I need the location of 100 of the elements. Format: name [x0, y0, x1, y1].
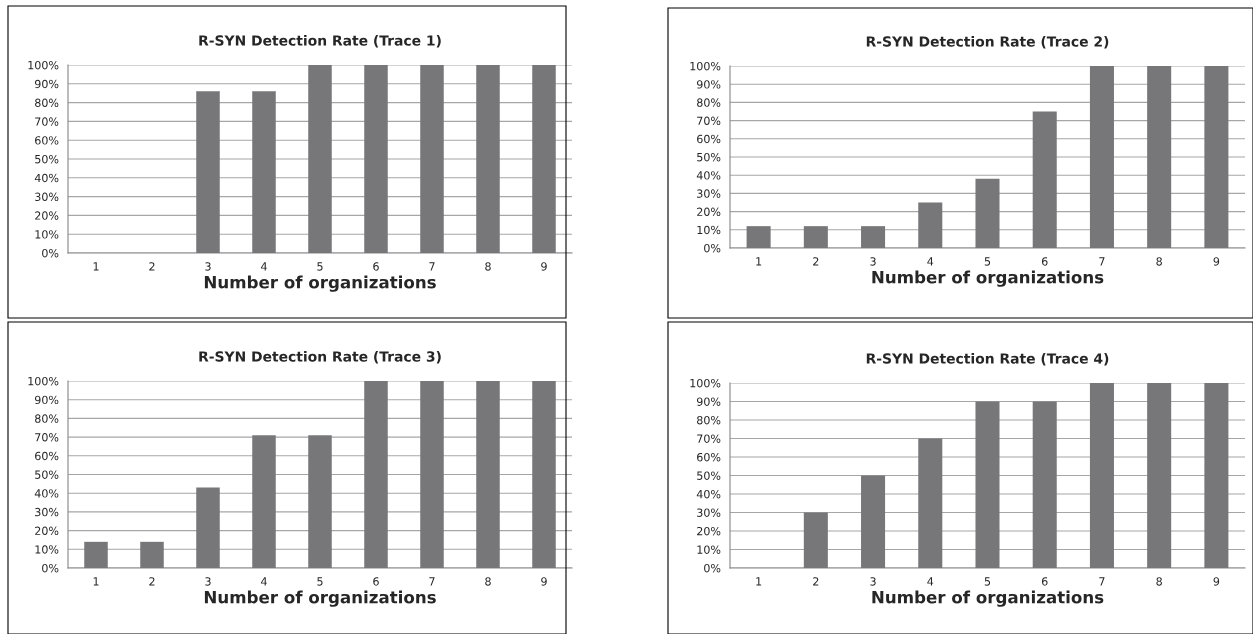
- y-tick-label: 0%: [42, 248, 59, 258]
- bar: [1089, 66, 1114, 248]
- y-tick-label: 100%: [28, 60, 59, 70]
- x-tick-label: 7: [429, 262, 435, 271]
- y-tick-label: 20%: [697, 207, 721, 216]
- y-tick-label: 100%: [28, 376, 59, 386]
- y-tick-label: 10%: [35, 230, 59, 239]
- y-tick-label: 30%: [35, 192, 59, 201]
- y-tick-label: 40%: [34, 489, 59, 498]
- y-tick-label: 50%: [35, 154, 59, 164]
- y-tick-label: 10%: [697, 225, 721, 235]
- x-tick-label: 9: [1213, 577, 1220, 586]
- bar: [1204, 66, 1229, 248]
- bar: [476, 381, 500, 568]
- y-tick-label: 70%: [35, 433, 59, 442]
- y-tick-label: 80%: [697, 98, 721, 107]
- chart-title: R-SYN Detection Rate (Trace 1): [199, 35, 441, 48]
- x-tick-label: 1: [756, 257, 762, 266]
- y-tick-label: 20%: [697, 526, 721, 536]
- x-tick-label: 2: [149, 262, 155, 271]
- bar: [1147, 66, 1172, 248]
- x-tick-label: 5: [317, 577, 323, 586]
- x-tick-label: 3: [205, 262, 211, 271]
- bar: [420, 381, 444, 568]
- bar: [196, 487, 220, 568]
- bar: [861, 226, 886, 248]
- y-tick-label: 60%: [35, 451, 59, 461]
- x-tick-label: 6: [373, 577, 379, 586]
- x-tick-label: 6: [1041, 577, 1048, 586]
- x-tick-label: 9: [541, 577, 547, 586]
- bar: [861, 475, 886, 568]
- x-tick-label: 1: [93, 262, 99, 271]
- y-tick-label: 80%: [35, 414, 59, 423]
- bar: [140, 541, 164, 568]
- x-axis-title: Number of organizations: [872, 590, 1104, 607]
- bar: [1032, 111, 1057, 248]
- bar: [975, 401, 1000, 568]
- x-tick-label: 6: [1041, 257, 1048, 266]
- x-axis-title: Number of organizations: [204, 590, 436, 607]
- y-tick-label: 100%: [690, 61, 721, 71]
- y-tick-label: 70%: [697, 434, 721, 443]
- x-tick-label: 2: [149, 577, 155, 586]
- y-tick-label: 10%: [697, 545, 721, 554]
- y-tick-label: 20%: [35, 211, 59, 220]
- y-tick-label: 60%: [697, 452, 721, 462]
- x-tick-label: 5: [984, 577, 991, 586]
- bar: [1204, 383, 1229, 568]
- bar: [364, 381, 388, 568]
- x-tick-label: 7: [429, 577, 435, 586]
- y-tick-label: 90%: [34, 395, 59, 405]
- bar: [1147, 383, 1172, 568]
- y-tick-label: 60%: [35, 136, 59, 145]
- x-tick-label: 4: [261, 262, 267, 271]
- bar: [532, 381, 556, 568]
- bar: [252, 435, 276, 568]
- y-tick-label: 0%: [704, 243, 721, 253]
- x-tick-label: 3: [870, 577, 876, 586]
- y-tick-label: 90%: [696, 397, 721, 406]
- y-tick-label: 100%: [690, 378, 721, 388]
- y-tick-label: 70%: [697, 116, 721, 125]
- x-tick-label: 9: [1213, 257, 1220, 266]
- x-tick-label: 1: [93, 577, 99, 586]
- x-tick-label: 8: [485, 262, 491, 271]
- bar: [975, 178, 1000, 248]
- bar: [803, 226, 828, 248]
- y-tick-label: 90%: [696, 80, 721, 89]
- y-tick-label: 40%: [34, 173, 59, 183]
- x-tick-label: 3: [205, 577, 211, 586]
- x-tick-label: 8: [485, 577, 491, 586]
- chart-title: R-SYN Detection Rate (Trace 4): [866, 353, 1109, 366]
- y-tick-label: 30%: [697, 508, 721, 517]
- y-tick-label: 60%: [697, 134, 721, 144]
- bar: [803, 512, 828, 568]
- x-tick-label: 4: [261, 577, 267, 586]
- bar: [1089, 383, 1114, 568]
- y-tick-label: 40%: [696, 171, 721, 180]
- x-tick-label: 7: [1099, 257, 1105, 266]
- x-tick-label: 5: [317, 262, 323, 271]
- x-tick-label: 8: [1156, 257, 1162, 266]
- y-tick-label: 20%: [35, 526, 59, 535]
- x-axis-title: Number of organizations: [204, 275, 436, 292]
- bar: [918, 202, 943, 248]
- y-tick-label: 80%: [697, 415, 721, 425]
- y-tick-label: 0%: [704, 563, 721, 573]
- y-tick-label: 50%: [35, 470, 59, 479]
- y-tick-label: 30%: [35, 507, 59, 517]
- y-tick-label: 10%: [35, 545, 59, 554]
- y-tick-label: 70%: [35, 117, 59, 126]
- bar: [746, 226, 771, 248]
- y-tick-label: 0%: [42, 563, 59, 573]
- x-tick-label: 1: [756, 577, 762, 586]
- bar: [918, 438, 943, 568]
- x-tick-label: 9: [541, 262, 547, 271]
- x-tick-label: 4: [927, 257, 934, 266]
- x-tick-label: 3: [870, 257, 876, 266]
- chart-title: R-SYN Detection Rate (Trace 2): [866, 36, 1109, 49]
- x-tick-label: 2: [813, 257, 819, 266]
- x-tick-label: 7: [1099, 577, 1105, 586]
- x-tick-label: 5: [984, 257, 991, 266]
- x-tick-label: 6: [373, 262, 379, 271]
